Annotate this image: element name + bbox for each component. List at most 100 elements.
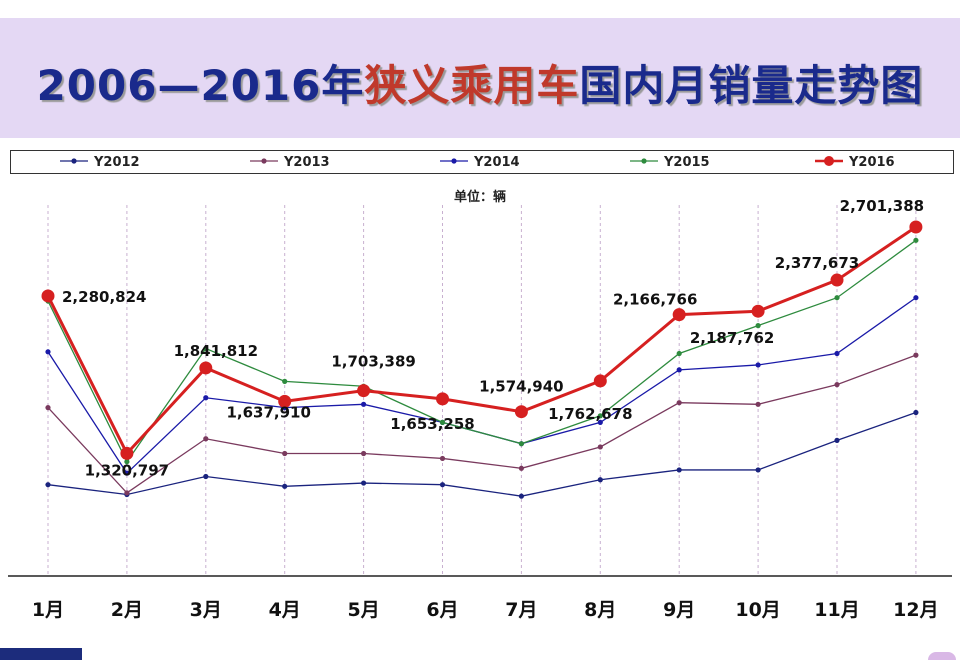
- data-point-y2014: [913, 295, 919, 301]
- data-point-y2016: [593, 374, 607, 388]
- data-point-y2016: [672, 308, 686, 322]
- series-line-y2016: [46, 225, 917, 457]
- data-point-y2013: [913, 352, 919, 358]
- series-line-y2013: [47, 354, 917, 494]
- footer-logo-strip: [0, 648, 82, 660]
- x-tick-label: 3月: [190, 599, 222, 621]
- legend-marker: [71, 158, 77, 164]
- data-label: 1,320,797: [85, 461, 169, 479]
- data-point-y2014: [203, 395, 209, 401]
- legend-label: Y2015: [663, 155, 710, 170]
- x-tick-label: 5月: [347, 599, 379, 621]
- legend-label: Y2012: [93, 155, 140, 170]
- data-point-y2013: [518, 465, 525, 471]
- data-point-y2016: [199, 361, 213, 375]
- x-tick-label: 4月: [269, 599, 301, 621]
- footer-decoration: [928, 652, 956, 660]
- x-tick-label: 2月: [111, 599, 143, 621]
- data-point-y2013: [361, 450, 367, 457]
- data-point-y2013: [439, 455, 446, 462]
- data-label: 1,637,910: [226, 403, 310, 421]
- data-label: 2,166,766: [613, 291, 697, 309]
- data-point-y2015: [203, 345, 209, 352]
- data-label: 1,703,389: [331, 353, 415, 371]
- data-point-y2015: [439, 419, 446, 425]
- data-label: 1,574,940: [479, 378, 563, 396]
- data-point-y2012: [203, 473, 209, 480]
- data-point-y2013: [755, 401, 761, 407]
- data-point-y2012: [676, 467, 682, 473]
- series-line-y2012: [47, 411, 917, 497]
- title-band: 2006—2016年狭义乘用车国内月销量走势图: [0, 18, 960, 138]
- title-part-years: 2006—2016年: [36, 61, 365, 110]
- data-point-y2016: [278, 394, 292, 408]
- data-point-y2012: [597, 477, 603, 483]
- legend-label: Y2016: [848, 155, 895, 170]
- data-label: 1,653,258: [390, 415, 474, 433]
- legend-marker: [824, 156, 834, 166]
- unit-label: 单位：辆: [453, 190, 506, 205]
- x-tick-label: 12月: [893, 599, 938, 621]
- data-point-y2012: [439, 482, 446, 488]
- data-point-y2013: [834, 382, 840, 388]
- page-title: 2006—2016年狭义乘用车国内月销量走势图: [0, 52, 960, 113]
- data-point-y2013: [45, 405, 51, 411]
- legend-marker: [261, 158, 267, 164]
- data-label: 2,377,673: [775, 254, 859, 272]
- data-point-y2013: [676, 400, 682, 406]
- series-line-y2015: [47, 239, 917, 463]
- data-point-y2015: [913, 237, 919, 243]
- data-point-y2016: [41, 289, 55, 303]
- data-point-y2014: [124, 470, 130, 476]
- x-tick-label: 6月: [426, 599, 458, 621]
- data-label: 2,701,388: [840, 197, 924, 215]
- data-point-y2013: [597, 444, 603, 450]
- data-point-y2012: [913, 409, 919, 416]
- data-label: 1,841,812: [174, 342, 258, 360]
- data-point-y2015: [676, 350, 682, 357]
- data-point-y2012: [834, 437, 840, 443]
- legend-marker: [451, 158, 457, 164]
- data-point-y2016: [357, 384, 371, 398]
- data-point-y2016: [830, 273, 844, 287]
- title-part-segment: 狭义乘用车: [364, 61, 580, 110]
- data-point-y2016: [909, 220, 923, 234]
- data-point-y2014: [361, 401, 367, 407]
- data-point-y2012: [45, 482, 51, 488]
- data-point-y2016: [514, 405, 528, 419]
- data-point-y2015: [124, 459, 130, 465]
- data-label: 2,187,762: [690, 329, 774, 347]
- data-label: 2,280,824: [62, 288, 146, 306]
- x-tick-label: 7月: [505, 599, 537, 621]
- data-point-y2014: [597, 419, 603, 425]
- x-tick-label: 8月: [584, 599, 616, 621]
- data-point-y2014: [45, 349, 51, 355]
- data-point-y2013: [282, 450, 288, 457]
- data-point-y2016: [751, 304, 765, 318]
- chart-legend: [10, 150, 954, 174]
- legend-label: Y2013: [283, 155, 330, 170]
- data-point-y2013: [124, 490, 130, 496]
- x-tick-label: 9月: [663, 599, 695, 621]
- x-tick-label: 1月: [32, 599, 64, 621]
- x-tick-label: 11月: [814, 599, 859, 621]
- data-point-y2012: [361, 480, 367, 486]
- title-part-subject: 国内月销量走势图: [579, 61, 924, 110]
- data-point-y2012: [518, 493, 525, 499]
- data-point-y2012: [282, 483, 288, 489]
- data-point-y2015: [834, 295, 840, 301]
- data-point-y2016: [436, 392, 449, 406]
- data-point-y2014: [834, 350, 840, 357]
- data-point-y2015: [597, 413, 603, 419]
- data-point-y2014: [755, 362, 761, 368]
- data-point-y2014: [676, 367, 682, 373]
- x-tick-label: 10月: [735, 599, 780, 621]
- legend-marker: [641, 158, 647, 164]
- legend-label: Y2014: [473, 155, 520, 170]
- data-label: 1,762,678: [548, 405, 632, 423]
- data-point-y2016: [120, 446, 134, 460]
- data-point-y2012: [755, 467, 761, 473]
- data-point-y2013: [203, 436, 209, 442]
- data-point-y2015: [755, 323, 761, 329]
